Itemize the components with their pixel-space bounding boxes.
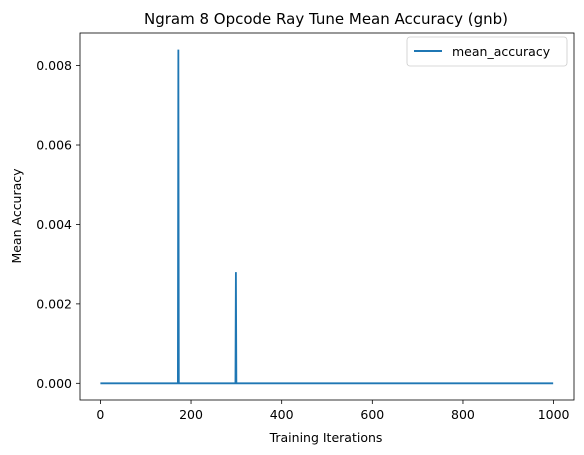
x-tick-label: 600 (360, 407, 384, 422)
legend-entry-mean-accuracy: mean_accuracy (452, 44, 551, 59)
y-axis-label: Mean Accuracy (9, 168, 24, 264)
x-axis-ticks: 0 200 400 600 800 1000 (96, 400, 570, 422)
x-tick-label: 800 (451, 407, 475, 422)
legend: mean_accuracy (406, 36, 568, 67)
x-axis-label: Training Iterations (269, 430, 383, 445)
y-axis-ticks: 0.000 0.002 0.004 0.006 0.008 (36, 58, 80, 391)
x-tick-label: 1000 (538, 407, 570, 422)
y-tick-label: 0.008 (36, 58, 72, 73)
plot-frame (79, 32, 575, 401)
y-tick-label: 0.004 (36, 217, 72, 232)
x-tick-label: 0 (96, 407, 104, 422)
series-line-mean-accuracy (100, 49, 554, 385)
y-tick-label: 0.000 (36, 376, 72, 391)
plot-area (79, 32, 575, 401)
y-tick-label: 0.006 (36, 138, 72, 153)
series-layer (100, 49, 554, 385)
x-tick-label: 200 (179, 407, 203, 422)
chart-title: Ngram 8 Opcode Ray Tune Mean Accuracy (g… (144, 10, 508, 28)
y-tick-label: 0.002 (36, 296, 72, 311)
x-tick-label: 400 (270, 407, 294, 422)
legend-box (406, 36, 568, 67)
